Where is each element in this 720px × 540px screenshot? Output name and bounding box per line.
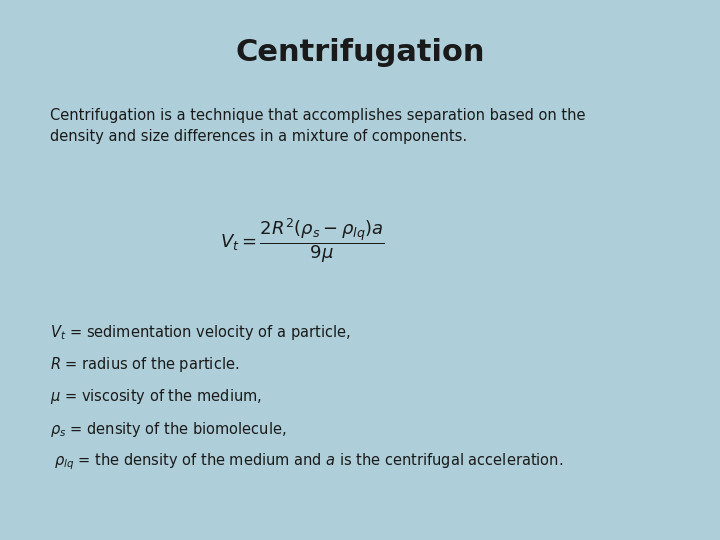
Text: $\mu$ = viscosity of the medium,: $\mu$ = viscosity of the medium, (50, 387, 262, 407)
Text: Centrifugation is a technique that accomplishes separation based on the
density : Centrifugation is a technique that accom… (50, 108, 586, 144)
Text: $\rho_{lq}$ = the density of the medium and $a$ is the centrifugal acceleration.: $\rho_{lq}$ = the density of the medium … (54, 451, 563, 472)
Text: $\rho_s$ = density of the biomolecule,: $\rho_s$ = density of the biomolecule, (50, 420, 287, 439)
Text: $V_t = \dfrac{2R^2\left(\rho_s - \rho_{lq}\right)a}{9\mu}$: $V_t = \dfrac{2R^2\left(\rho_s - \rho_{l… (220, 216, 384, 265)
Text: $V_t$ = sedimentation velocity of a particle,: $V_t$ = sedimentation velocity of a part… (50, 322, 351, 342)
Text: Centrifugation: Centrifugation (235, 38, 485, 67)
Text: $R$ = radius of the particle.: $R$ = radius of the particle. (50, 355, 240, 374)
